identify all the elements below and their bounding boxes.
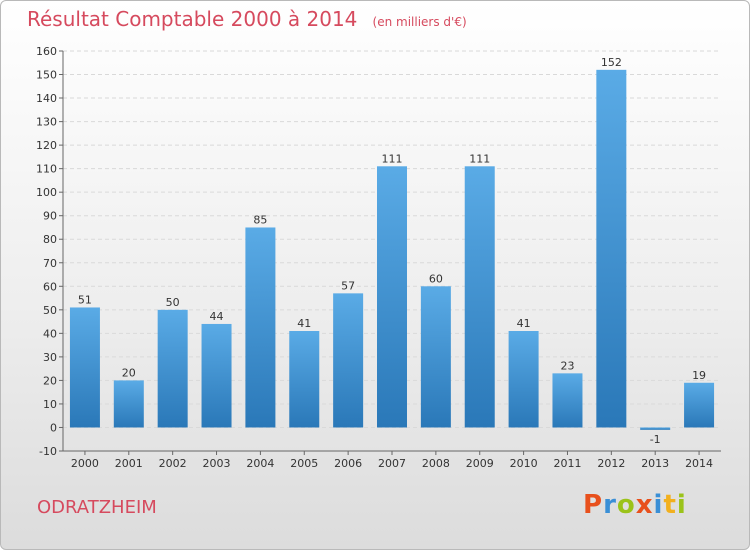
y-tick-label: 60 xyxy=(43,280,57,293)
bar xyxy=(552,373,583,428)
data-label: 152 xyxy=(601,56,622,69)
y-tick-label: 130 xyxy=(36,116,57,129)
bar xyxy=(245,227,276,428)
x-tick-label: 2013 xyxy=(641,457,669,470)
chart-title-text: Résultat Comptable 2000 à 2014 xyxy=(27,7,358,31)
y-tick-label: 150 xyxy=(36,69,57,82)
bar xyxy=(69,307,100,428)
data-label: 111 xyxy=(469,152,490,165)
bar xyxy=(377,166,407,428)
bar xyxy=(640,427,671,430)
y-tick-label: 100 xyxy=(36,186,57,199)
y-tick-label: 20 xyxy=(43,374,57,387)
x-tick-label: 2014 xyxy=(685,457,713,470)
y-tick-label: 120 xyxy=(36,139,57,152)
bar xyxy=(508,331,539,428)
data-label: 51 xyxy=(78,293,92,306)
data-label: 20 xyxy=(122,366,136,379)
logo-letter: o xyxy=(616,490,636,520)
bar xyxy=(289,331,320,428)
x-tick-label: 2006 xyxy=(334,457,362,470)
bar xyxy=(201,323,232,428)
y-tick-label: 90 xyxy=(43,210,57,223)
commune-name: ODRATZHEIM xyxy=(37,497,157,518)
data-label: -1 xyxy=(650,433,661,446)
bar xyxy=(157,309,188,428)
data-label: 23 xyxy=(560,359,574,372)
logo-letter: r xyxy=(603,490,617,520)
y-tick-label: 50 xyxy=(43,304,57,317)
x-tick-label: 2008 xyxy=(422,457,450,470)
data-label: 57 xyxy=(341,279,355,292)
chart-title: Résultat Comptable 2000 à 2014 (en milli… xyxy=(27,7,467,31)
y-tick-label: 10 xyxy=(43,398,57,411)
y-tick-label: -10 xyxy=(39,445,57,458)
bar xyxy=(464,166,495,428)
x-tick-label: 2011 xyxy=(553,457,581,470)
data-label: 41 xyxy=(297,317,311,330)
x-tick-label: 2010 xyxy=(510,457,538,470)
data-label: 50 xyxy=(166,296,180,309)
x-tick-label: 2003 xyxy=(203,457,231,470)
logo-letter: i xyxy=(653,490,664,520)
logo-letter: i xyxy=(676,490,687,520)
x-tick-label: 2012 xyxy=(597,457,625,470)
y-tick-label: 0 xyxy=(50,421,57,434)
y-tick-label: 80 xyxy=(43,233,57,246)
logo-letter: t xyxy=(663,490,677,520)
y-tick-label: 70 xyxy=(43,257,57,270)
chart-unit-note: (en milliers d'€) xyxy=(372,15,467,29)
data-label: 41 xyxy=(517,317,531,330)
logo-letter: P xyxy=(583,490,604,520)
logo-letter: x xyxy=(635,490,654,520)
data-label: 85 xyxy=(253,213,267,226)
bar xyxy=(420,286,451,428)
x-tick-label: 2005 xyxy=(290,457,318,470)
y-tick-label: 110 xyxy=(36,163,57,176)
data-label: 44 xyxy=(210,310,224,323)
y-tick-label: 40 xyxy=(43,327,57,340)
x-tick-label: 2009 xyxy=(466,457,494,470)
bar xyxy=(684,382,715,428)
data-label: 111 xyxy=(382,152,403,165)
y-tick-label: 140 xyxy=(36,92,57,105)
x-tick-label: 2000 xyxy=(71,457,99,470)
y-tick-label: 30 xyxy=(43,351,57,364)
x-tick-label: 2002 xyxy=(159,457,187,470)
x-tick-label: 2001 xyxy=(115,457,143,470)
bar xyxy=(113,380,144,428)
y-tick-label: 160 xyxy=(36,45,57,58)
data-label: 19 xyxy=(692,369,706,382)
x-tick-label: 2007 xyxy=(378,457,406,470)
data-label: 60 xyxy=(429,272,443,285)
bar xyxy=(333,293,364,428)
x-tick-label: 2004 xyxy=(246,457,274,470)
proxiti-logo: Proxiti xyxy=(583,490,687,520)
bar xyxy=(596,69,627,428)
